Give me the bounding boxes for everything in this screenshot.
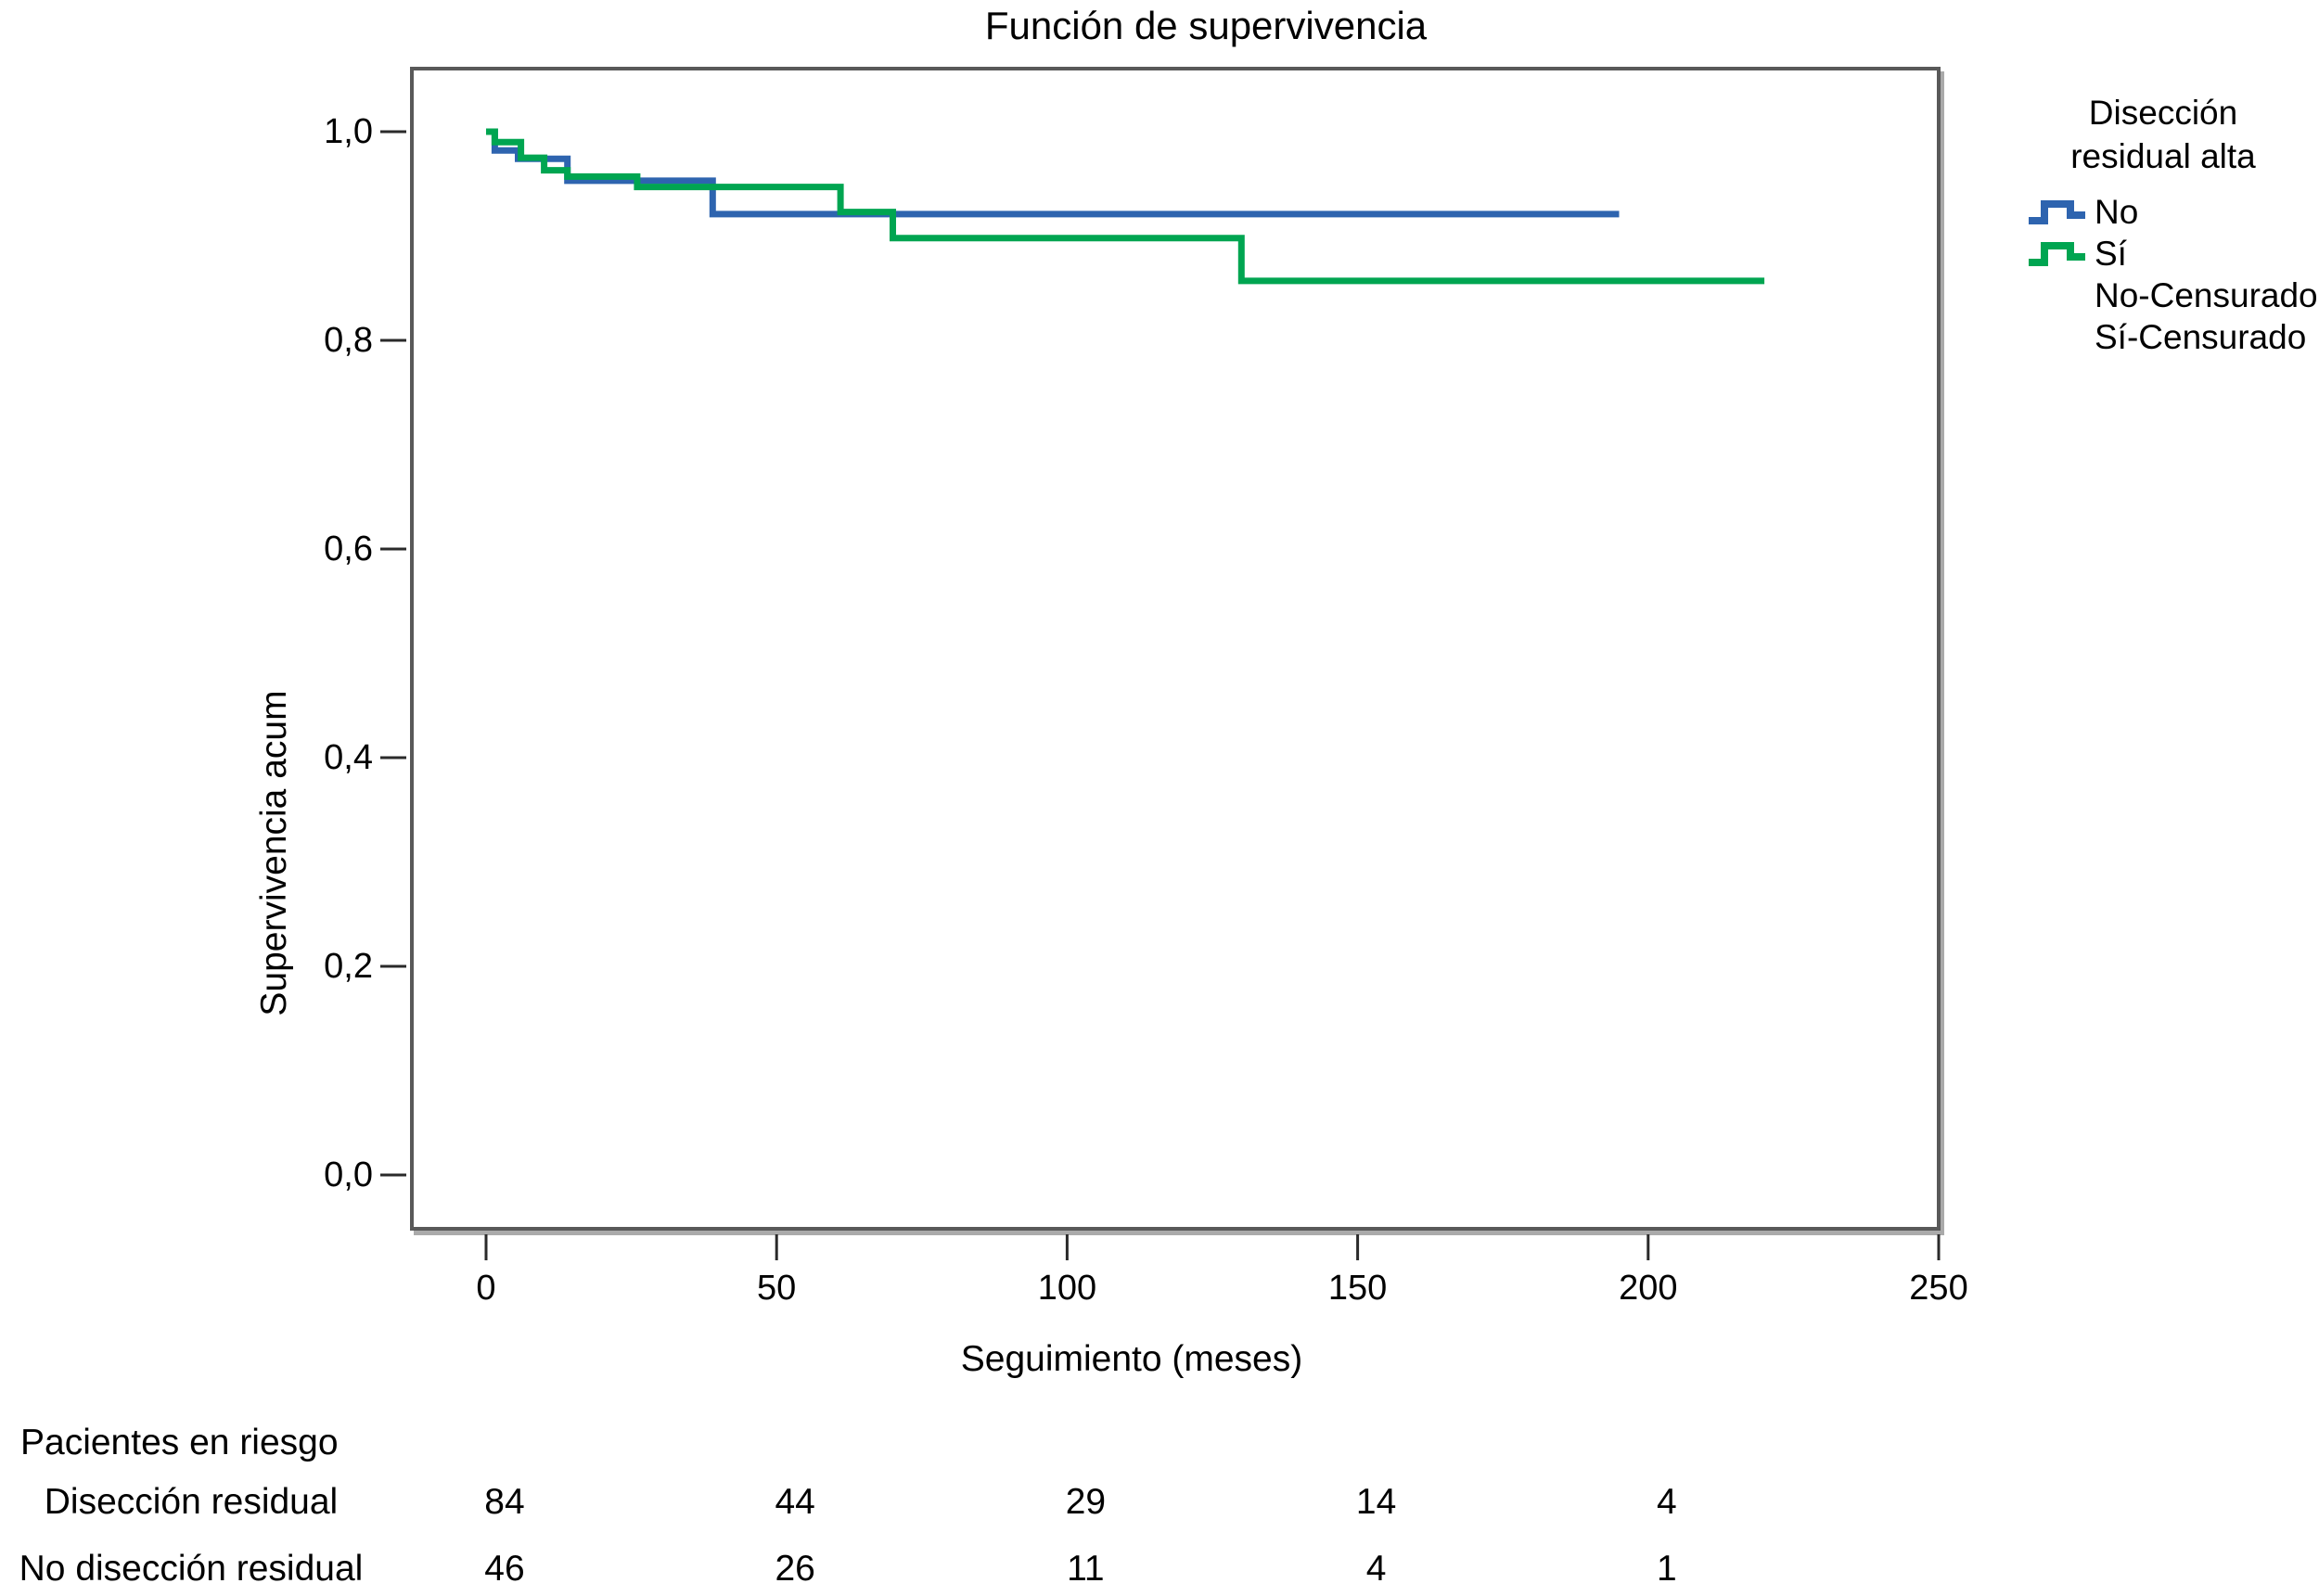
risk-value: 29 bbox=[1065, 1482, 1107, 1522]
legend-item-no-censurado: No-Censurado bbox=[2026, 275, 2318, 316]
x-tick-label-250: 250 bbox=[1909, 1269, 1968, 1308]
risk-value: 46 bbox=[484, 1549, 525, 1589]
y-tick-label-0,2: 0,2 bbox=[324, 947, 373, 986]
risk-value: 4 bbox=[1656, 1482, 1677, 1522]
legend-title-line-1: Disección bbox=[2088, 94, 2238, 132]
legend-item-si-censurado: Sí-Censurado bbox=[2026, 316, 2307, 358]
x-tick-label-0: 0 bbox=[476, 1269, 496, 1308]
censored-marker-icon bbox=[2026, 322, 2095, 353]
risk-value: 84 bbox=[484, 1482, 525, 1522]
step-line-icon bbox=[2026, 197, 2095, 228]
y-axis-label: Supervivencia acum bbox=[254, 690, 294, 1016]
risk-value: 11 bbox=[1067, 1549, 1105, 1589]
risk-value: 4 bbox=[1365, 1549, 1387, 1589]
risk-value: 44 bbox=[775, 1482, 815, 1522]
risk-value: 1 bbox=[1656, 1549, 1677, 1589]
censored-marker-icon bbox=[2026, 280, 2095, 312]
risk-value: 14 bbox=[1355, 1482, 1397, 1522]
step-line-icon bbox=[2026, 238, 2095, 270]
y-tick-label-0,4: 0,4 bbox=[324, 738, 373, 777]
risk-row-label: No disección residual bbox=[19, 1549, 364, 1589]
x-tick-label-150: 150 bbox=[1327, 1269, 1388, 1308]
plot-area bbox=[410, 67, 1941, 1231]
survival-curve-no bbox=[486, 128, 1620, 218]
legend-title-line-2: residual alta bbox=[2070, 137, 2256, 175]
legend-item-label: Sí-Censurado bbox=[2095, 317, 2307, 356]
legend-items: No Sí No-Censurado Sí-Censurado bbox=[2026, 191, 2318, 358]
legend-item-label: No-Censurado bbox=[2095, 275, 2318, 314]
y-tick-label-1,0: 1,0 bbox=[324, 112, 373, 151]
legend-item-label: No bbox=[2095, 192, 2139, 231]
legend: Disección residual alta No Sí No-Censurado… bbox=[2026, 91, 2318, 358]
legend-item-label: Sí bbox=[2095, 234, 2127, 273]
chart-title: Función de supervivencia bbox=[984, 4, 1428, 47]
risk-row-label: Disección residual bbox=[44, 1482, 339, 1522]
risk-table-header: Pacientes en riesgo bbox=[20, 1423, 339, 1462]
legend-item-si: Sí bbox=[2026, 233, 2304, 275]
x-tick-label-50: 50 bbox=[757, 1269, 797, 1308]
y-tick-label-0,0: 0,0 bbox=[324, 1156, 373, 1194]
y-tick-label-0,6: 0,6 bbox=[324, 530, 373, 568]
survival-curve-si bbox=[486, 128, 1765, 285]
risk-value: 26 bbox=[775, 1549, 815, 1589]
x-axis-label: Seguimiento (meses) bbox=[960, 1339, 1303, 1379]
y-tick-label-0,8: 0,8 bbox=[324, 321, 373, 360]
legend-item-no: No bbox=[2026, 191, 2304, 233]
x-tick-label-200: 200 bbox=[1619, 1269, 1678, 1308]
x-tick-label-100: 100 bbox=[1037, 1269, 1097, 1308]
